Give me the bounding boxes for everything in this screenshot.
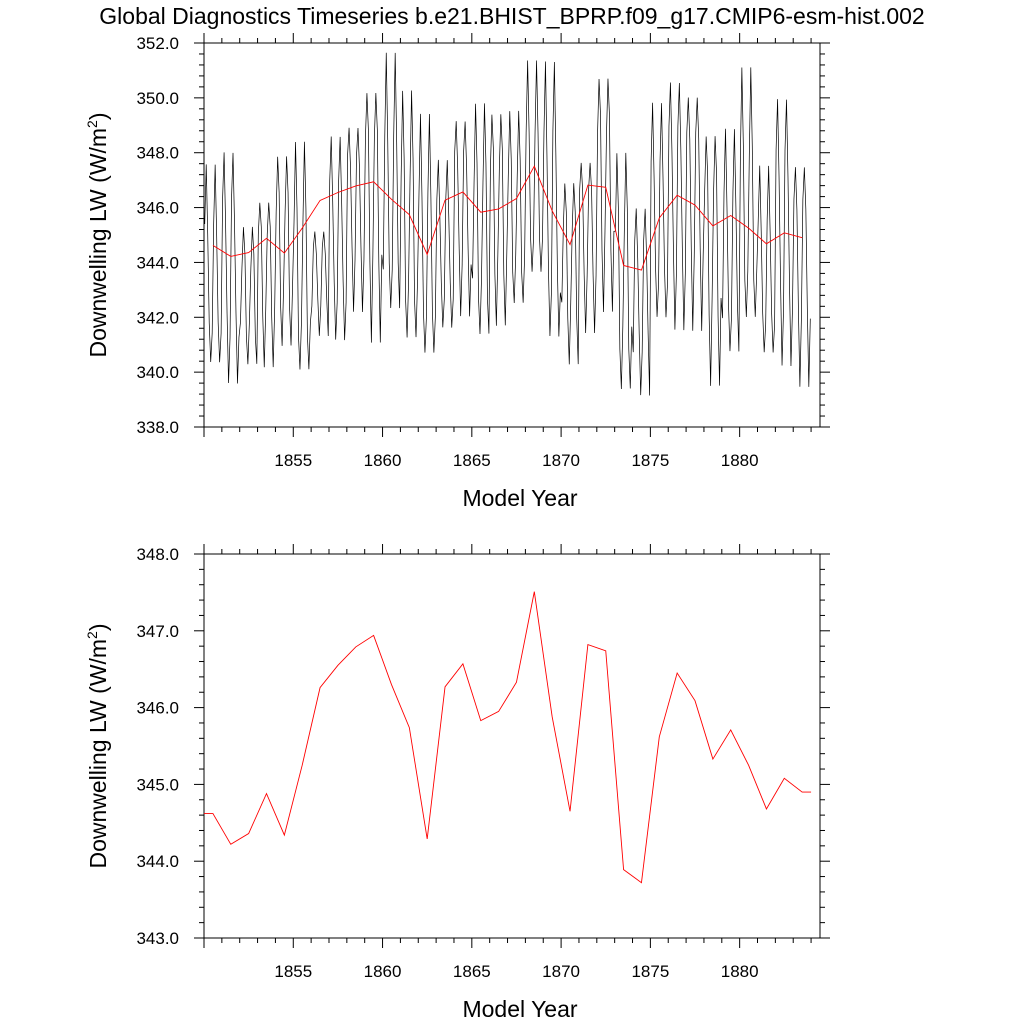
plot-frame (203, 553, 821, 939)
y-axis-label: Downwelling LW (W/m2) (84, 623, 111, 868)
x-tick-label: 1880 (721, 451, 759, 470)
series-line-annual (204, 591, 812, 884)
panel-bottom: 343.0 344.0 345.0 346.0 347.0 348.0 1855 1860 18… (84, 544, 830, 1022)
figure-title: Global Diagnostics Timeseries b.e21.BHIS… (99, 3, 925, 29)
y-tick-label: 346.0 (136, 699, 179, 718)
x-tick-label: 1875 (631, 451, 669, 470)
y-tick-label: 347.0 (136, 622, 179, 641)
y-tick-label: 342.0 (136, 308, 179, 327)
x-tick-label: 1855 (274, 962, 312, 981)
x-tick-label: 1870 (542, 451, 580, 470)
x-tick-label: 1870 (542, 962, 580, 981)
y-tick-label: 348.0 (136, 144, 179, 163)
plot-frame (203, 42, 821, 428)
x-tick-label: 1865 (453, 451, 491, 470)
x-axis-label: Model Year (462, 996, 577, 1022)
series-line-annual (212, 165, 803, 271)
y-tick-label: 346.0 (136, 199, 179, 218)
y-tick-label: 343.0 (136, 929, 179, 948)
y-tick-label: 344.0 (136, 852, 179, 871)
x-tick-label: 1855 (274, 451, 312, 470)
x-tick-label: 1865 (453, 962, 491, 981)
y-tick-label: 345.0 (136, 775, 179, 794)
x-tick-label: 1880 (721, 962, 759, 981)
y-axis-label: Downwelling LW (W/m2) (84, 112, 111, 357)
y-tick-label: 338.0 (136, 418, 179, 437)
y-tick-label: 344.0 (136, 253, 179, 272)
y-tick-label: 340.0 (136, 363, 179, 382)
y-tick-label: 352.0 (136, 34, 179, 53)
series-line-monthly (204, 52, 811, 396)
y-tick-label: 348.0 (136, 545, 179, 564)
panel-top: 338.0 340.0 342.0 344.0 346.0 348.0 350.0 352.0… (84, 33, 830, 511)
x-axis-label: Model Year (462, 485, 577, 511)
y-tick-label: 350.0 (136, 89, 179, 108)
x-tick-label: 1860 (364, 962, 402, 981)
x-tick-label: 1875 (631, 962, 669, 981)
x-tick-label: 1860 (364, 451, 402, 470)
